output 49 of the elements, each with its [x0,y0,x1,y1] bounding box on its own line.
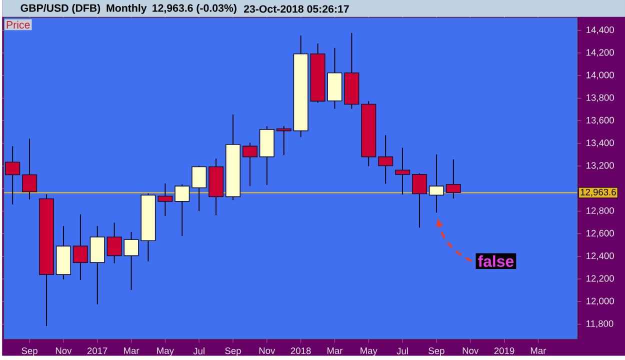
y-axis-title: Price [6,20,30,28]
ref-line-label: 12,963.6 [580,188,616,196]
y-tick-label: 13,600 [586,116,614,124]
y-tick-label: 14,400 [586,26,614,34]
y-tick-label: 12,400 [586,252,614,260]
x-tick-label: Sep [225,347,241,356]
y-tick-label: 14,000 [586,72,614,80]
candlestick [395,147,410,195]
candlestick [412,172,428,228]
x-tick-label: Nov [462,347,479,354]
x-tick-label: May [157,347,174,356]
y-tick-label: 13,200 [586,162,614,170]
x-tick-label: Nov [56,347,72,354]
x-tick-label: Mar [124,347,140,354]
x-tick-label: Sep [428,347,444,356]
y-tick-label: 12,800 [586,207,614,215]
candlestick [22,138,38,200]
x-tick-label: May [360,347,378,356]
text: 23-Oct-2018 05:26:17 [244,5,349,13]
x-tick-label: 2019 [494,347,514,354]
candlestick [378,134,394,184]
y-tick-label: 11,800 [586,320,614,328]
chart-title: GBP/USD (DFB) [20,4,100,14]
candlestick [428,154,444,213]
candlestick [5,146,20,205]
candlestick [106,222,122,264]
y-tick-label: 13,400 [586,139,614,148]
text: 12,963.6 (-0.03%) [152,4,236,14]
x-tick-label: Nov [259,347,276,354]
x-tick-label: Jul [396,347,408,354]
candlestick [174,184,190,236]
x-tick-label: 2018 [290,347,311,354]
candlestick [192,165,207,212]
annotation: false [478,255,514,267]
x-tick-label: Jul [193,347,204,354]
candlestick [242,142,258,186]
x-tick-label: Mar [530,347,546,354]
y-tick-label: 12,200 [586,274,614,283]
x-tick-label: Mar [327,347,343,354]
y-tick-label: 12,600 [586,230,614,238]
y-tick-label: 12,000 [586,298,614,306]
chart-subtitle: Monthly [106,4,147,14]
x-tick-label: Sep [22,347,38,356]
candlestick [158,182,173,216]
candlestick [446,158,461,199]
x-tick-label: 2017 [87,347,108,354]
candlestick [72,214,88,280]
y-tick-label: 13,800 [586,94,614,102]
y-tick-label: 14,200 [586,48,614,57]
